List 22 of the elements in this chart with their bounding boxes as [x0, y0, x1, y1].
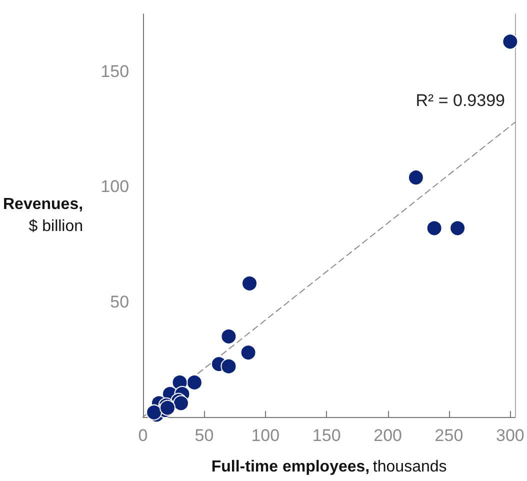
- point: [450, 220, 466, 236]
- y-axis-title: Revenues, $ billion: [2, 196, 84, 235]
- y-tick-label: 50: [110, 292, 130, 312]
- x-axis-title: Full-time employees, thousands: [211, 458, 447, 476]
- x-tick-label: 150: [312, 426, 341, 445]
- point: [220, 358, 237, 374]
- point: [502, 34, 518, 50]
- y-tick-label: 150: [100, 62, 130, 82]
- point: [242, 275, 258, 292]
- point: [186, 374, 202, 390]
- y-tick-label: 100: [100, 177, 130, 196]
- point: [220, 328, 237, 344]
- point: [408, 170, 424, 186]
- x-tick-label: 300: [496, 426, 524, 445]
- point: [426, 220, 442, 236]
- x-tick-label: 200: [374, 426, 402, 445]
- x-tick-label: 50: [194, 426, 214, 445]
- annotation: R² = 0.9399: [416, 91, 506, 110]
- point: [240, 344, 256, 361]
- x-tick-label: 100: [251, 426, 280, 445]
- x-tick-label: 250: [434, 426, 464, 445]
- x-tick-label: 0: [138, 426, 148, 445]
